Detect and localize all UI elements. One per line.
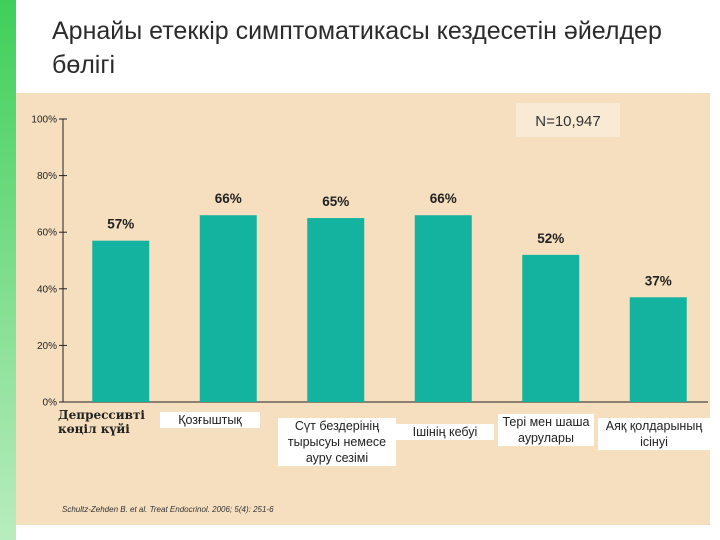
- bar-value-label: 65%: [322, 194, 349, 209]
- citation: Schultz-Zehden B. et al. Treat Endocrino…: [62, 505, 274, 514]
- slide-title: Арнайы етеккір симптоматикасы кездесетін…: [52, 17, 662, 79]
- bar-value-label: 52%: [537, 231, 564, 246]
- bar: [92, 240, 150, 402]
- bar-value-label: 66%: [430, 191, 457, 206]
- bar: [522, 254, 580, 402]
- y-tick-label: 20%: [37, 341, 57, 352]
- green-accent-bar: [0, 0, 16, 540]
- category-label-depressive-mood: Депрессивті көңіл күйі: [58, 408, 145, 436]
- annotation-box: [516, 103, 620, 137]
- bar: [629, 297, 687, 402]
- category-label-bloating: Ішінің кебуі: [396, 424, 494, 440]
- sample-size-annotation: N=10,947: [535, 113, 600, 130]
- category-label-breast-tension: Сүт бездерінің тырысуы немесе ауру сезім…: [278, 418, 396, 466]
- y-tick-label: 100%: [31, 115, 57, 126]
- bar-value-label: 57%: [107, 217, 134, 232]
- bar: [307, 218, 365, 402]
- category-label-skin-hair: Тері мен шаша аурулары: [498, 414, 594, 446]
- y-tick-label: 80%: [37, 171, 57, 182]
- category-label-irritability: Қозғыштық: [160, 412, 260, 428]
- bar-value-label: 66%: [215, 191, 242, 206]
- y-tick-label: 60%: [37, 228, 57, 239]
- bar: [414, 215, 472, 402]
- category-label-limb-swelling: Аяқ қолдарының ісінуі: [598, 418, 710, 450]
- bar-chart: 0% 20% 40% 60% 80% 100% 57% 66% 65% 66% 52% 37% N=10…: [31, 103, 708, 409]
- bar-value-label: 37%: [645, 273, 672, 288]
- bar: [199, 215, 257, 402]
- y-tick-label: 0%: [43, 398, 58, 409]
- y-tick-label: 40%: [37, 284, 57, 295]
